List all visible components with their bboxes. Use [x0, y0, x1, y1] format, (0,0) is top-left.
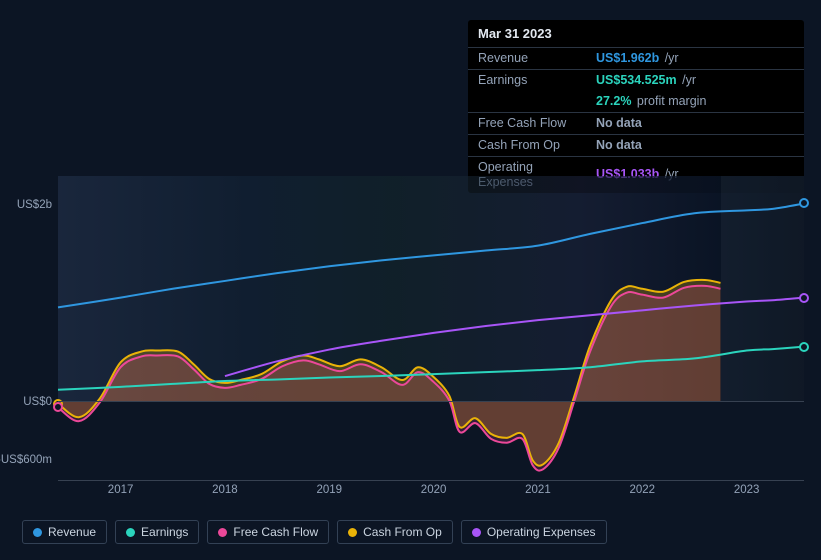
y-axis-label: US$2b: [17, 199, 52, 211]
tooltip-row-value: No data: [586, 112, 804, 134]
legend-dot-icon: [218, 528, 227, 537]
tooltip-row-value: US$1.962b /yr: [586, 47, 804, 69]
legend-label: Free Cash Flow: [233, 525, 318, 539]
tooltip-row-value: 27.2% profit margin: [586, 91, 804, 113]
chart-bottom-border: [58, 480, 804, 481]
legend-item-fcf[interactable]: Free Cash Flow: [207, 520, 329, 544]
legend-item-revenue[interactable]: Revenue: [22, 520, 107, 544]
y-axis-label: -US$600m: [0, 454, 52, 466]
x-axis-label: 2017: [108, 484, 134, 496]
legend-item-earnings[interactable]: Earnings: [115, 520, 199, 544]
revenue-marker: [799, 198, 809, 208]
y-axis-label: US$0: [23, 396, 52, 408]
tooltip-date: Mar 31 2023: [468, 20, 804, 47]
x-axis-label: 2023: [734, 484, 760, 496]
legend-dot-icon: [33, 528, 42, 537]
x-axis-label: 2019: [316, 484, 342, 496]
legend-item-opex[interactable]: Operating Expenses: [461, 520, 607, 544]
opex-marker: [799, 293, 809, 303]
x-axis-label: 2022: [629, 484, 655, 496]
legend-dot-icon: [348, 528, 357, 537]
legend-dot-icon: [126, 528, 135, 537]
tooltip-row-label: [468, 91, 586, 113]
tooltip-row-label: Cash From Op: [468, 134, 586, 156]
earnings-revenue-chart: US$2bUS$0-US$600m 2017201820192020202120…: [18, 176, 804, 480]
tooltip-row-label: Earnings: [468, 69, 586, 91]
legend-dot-icon: [472, 528, 481, 537]
legend-label: Operating Expenses: [487, 525, 596, 539]
earnings-marker: [799, 342, 809, 352]
x-axis-labels: 2017 2018 2019 2020 2021 2022 2023: [58, 484, 804, 502]
tooltip-row-value: No data: [586, 134, 804, 156]
x-axis-line: [58, 401, 804, 402]
fcf-marker: [53, 402, 63, 412]
chart-legend: Revenue Earnings Free Cash Flow Cash From O…: [22, 520, 607, 544]
tooltip-table: RevenueUS$1.962b /yrEarningsUS$534.525m …: [468, 47, 804, 193]
legend-label: Earnings: [141, 525, 188, 539]
tooltip-row-label: Free Cash Flow: [468, 112, 586, 134]
legend-label: Cash From Op: [363, 525, 442, 539]
legend-item-cash_op[interactable]: Cash From Op: [337, 520, 453, 544]
legend-label: Revenue: [48, 525, 96, 539]
tooltip-row-label: Revenue: [468, 47, 586, 69]
tooltip-row-value: US$534.525m /yr: [586, 69, 804, 91]
x-axis-label: 2018: [212, 484, 238, 496]
x-axis-label: 2020: [421, 484, 447, 496]
chart-plot-area: US$2bUS$0-US$600m: [58, 176, 788, 480]
x-axis-label: 2021: [525, 484, 551, 496]
chart-tooltip: Mar 31 2023 RevenueUS$1.962b /yrEarnings…: [468, 20, 804, 193]
